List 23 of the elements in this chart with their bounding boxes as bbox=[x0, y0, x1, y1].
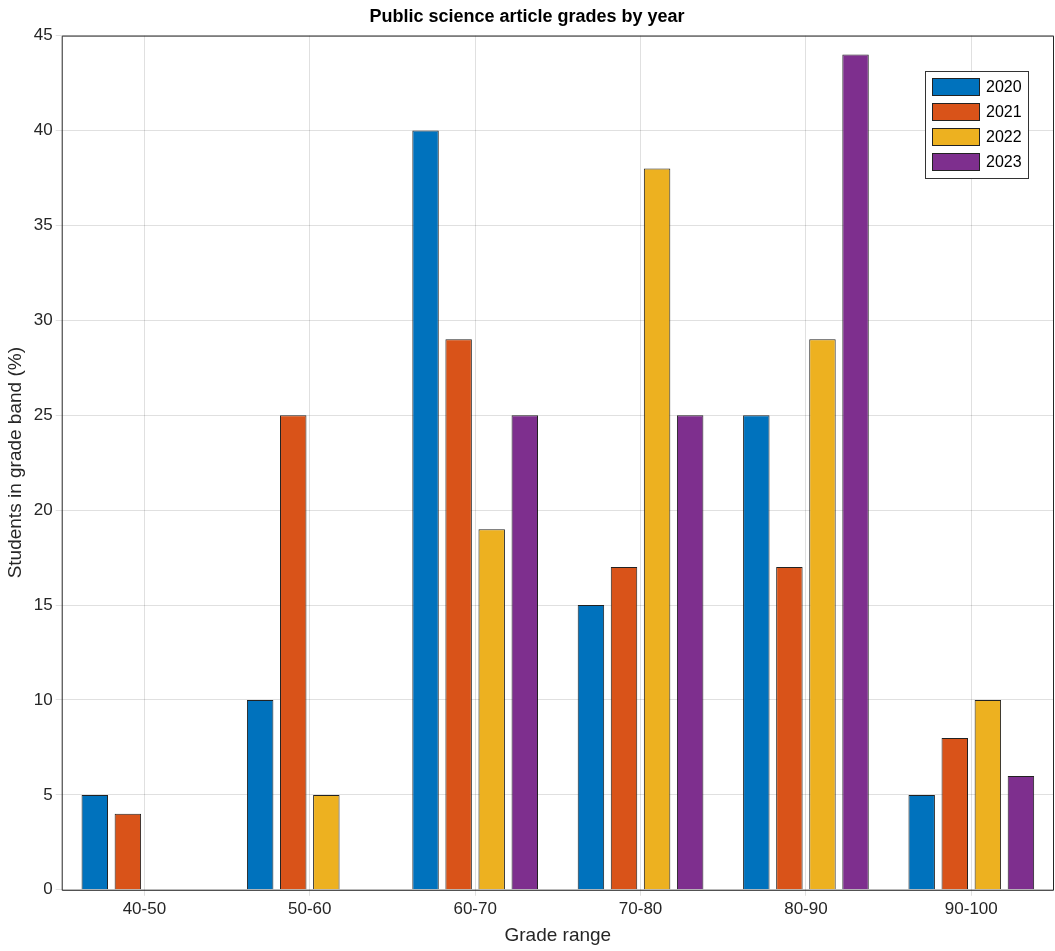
y-tick-label: 25 bbox=[33, 404, 53, 424]
x-tick-label: 90-100 bbox=[944, 898, 998, 918]
x-tick-label: 80-90 bbox=[784, 898, 828, 918]
y-tick-label: 10 bbox=[33, 689, 53, 709]
y-tick-label: 30 bbox=[33, 310, 53, 330]
y-axis-title: Students in grade band (%) bbox=[3, 347, 25, 579]
y-tick-label: 40 bbox=[33, 120, 53, 140]
chart-title: Public science article grades by year bbox=[369, 5, 685, 26]
y-tick-label: 45 bbox=[33, 25, 53, 45]
legend-label: 2023 bbox=[986, 153, 1022, 172]
legend-label: 2020 bbox=[986, 78, 1022, 97]
x-axis-title: Grade range bbox=[504, 923, 612, 945]
x-tick-label: 40-50 bbox=[122, 898, 167, 918]
y-tick-label: 0 bbox=[43, 879, 53, 899]
y-tick-label: 15 bbox=[33, 594, 53, 614]
legend-label: 2022 bbox=[986, 128, 1022, 147]
x-tick-label: 50-60 bbox=[288, 898, 332, 918]
x-tick-label: 60-70 bbox=[453, 898, 497, 918]
x-tick-label: 70-80 bbox=[618, 898, 663, 918]
legend-label: 2021 bbox=[986, 103, 1022, 122]
y-tick-label: 20 bbox=[33, 499, 53, 519]
y-tick-label: 5 bbox=[43, 784, 53, 804]
y-tick-label: 35 bbox=[33, 215, 53, 235]
